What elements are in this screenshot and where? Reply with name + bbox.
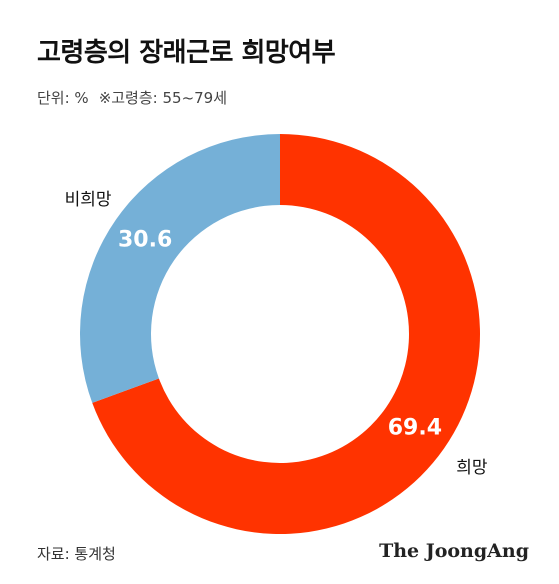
donut-slice-희망 — [92, 134, 480, 534]
publisher-logo: The JoongAng — [379, 540, 529, 562]
source-note: 자료: 통계청 — [37, 545, 116, 563]
chart-subtitle: 단위: % ※고령층: 55~79세 — [37, 87, 227, 108]
value-label-비희망: 30.6 — [118, 227, 172, 252]
category-label-비희망: 비희망 — [65, 190, 112, 210]
age-note: ※고령층: 55~79세 — [98, 89, 228, 107]
value-label-희망: 69.4 — [388, 416, 442, 441]
unit-label: 단위: % — [37, 89, 89, 107]
donut-slice-비희망 — [79, 134, 280, 403]
category-label-희망: 희망 — [456, 458, 488, 478]
chart-title: 고령층의 장래근로 희망여부 — [37, 38, 336, 68]
